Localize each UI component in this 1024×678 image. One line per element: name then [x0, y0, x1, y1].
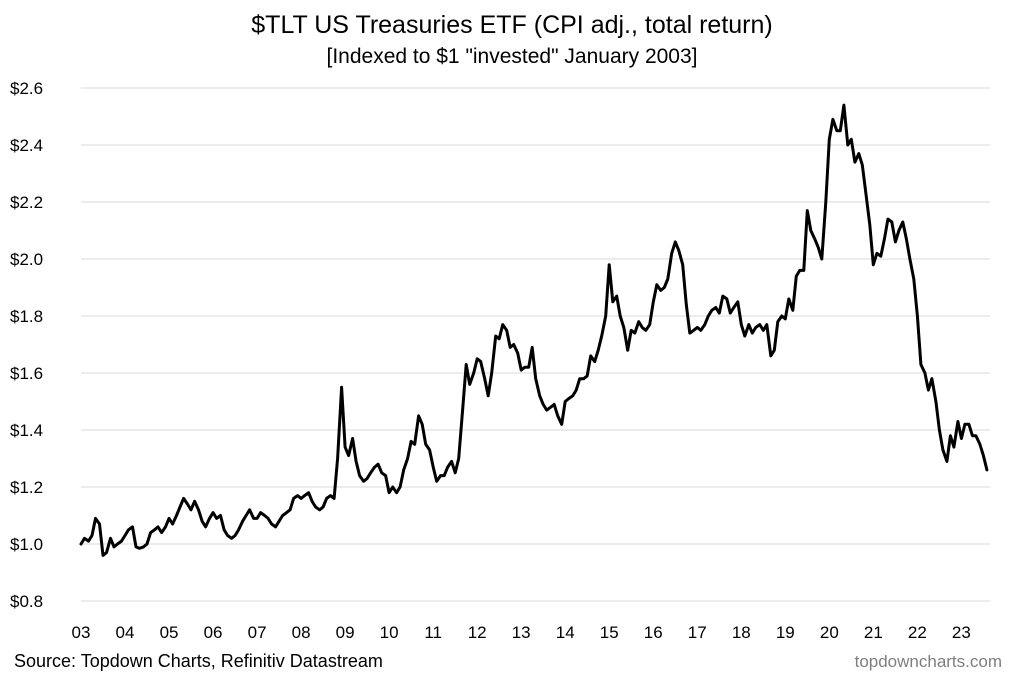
y-tick-label: $1.6	[10, 364, 43, 383]
gridlines	[81, 87, 990, 602]
x-tick-label: 11	[424, 623, 442, 642]
chart-title: $TLT US Treasuries ETF (CPI adj., total …	[251, 11, 773, 39]
y-tick-label: $2.4	[10, 136, 43, 155]
x-tick-label: 19	[776, 623, 795, 642]
source-note: Source: Topdown Charts, Refinitiv Datast…	[14, 651, 383, 671]
x-tick-label: 22	[908, 623, 927, 642]
x-tick-label: 04	[116, 623, 135, 642]
x-tick-label: 10	[380, 623, 399, 642]
y-tick-label: $0.8	[10, 592, 43, 611]
watermark: topdowncharts.com	[854, 652, 1002, 671]
x-tick-label: 06	[204, 623, 223, 642]
y-tick-label: $1.0	[10, 535, 43, 554]
y-tick-label: $2.6	[10, 79, 43, 98]
x-tick-label: 18	[732, 623, 751, 642]
x-tick-label: 16	[644, 623, 663, 642]
x-tick-label: 03	[72, 623, 91, 642]
x-tick-label: 09	[336, 623, 355, 642]
x-tick-label: 23	[952, 623, 971, 642]
x-tick-label: 12	[468, 623, 487, 642]
x-tick-label: 13	[512, 623, 531, 642]
y-tick-label: $2.2	[10, 193, 43, 212]
x-tick-label: 17	[688, 623, 707, 642]
x-tick-label: 08	[292, 623, 311, 642]
x-tick-label: 20	[820, 623, 839, 642]
x-tick-label: 15	[600, 623, 619, 642]
y-tick-label: $1.2	[10, 478, 43, 497]
x-tick-label: 05	[160, 623, 179, 642]
x-tick-label: 07	[248, 623, 267, 642]
y-tick-label: $1.8	[10, 307, 43, 326]
series-layer	[79, 103, 989, 557]
x-tick-label: 14	[556, 623, 575, 642]
chart-subtitle: [Indexed to $1 "invested" January 2003]	[326, 45, 698, 68]
series-line	[79, 103, 989, 557]
axes: $0.8 $1.0 $1.2 $1.4 $1.6 $1.8 $2.0 $2.2 $2.4 $2.6…	[10, 79, 971, 642]
x-tick-label: 21	[864, 623, 883, 642]
y-tick-label: $2.0	[10, 250, 43, 269]
y-tick-label: $1.4	[10, 421, 43, 440]
